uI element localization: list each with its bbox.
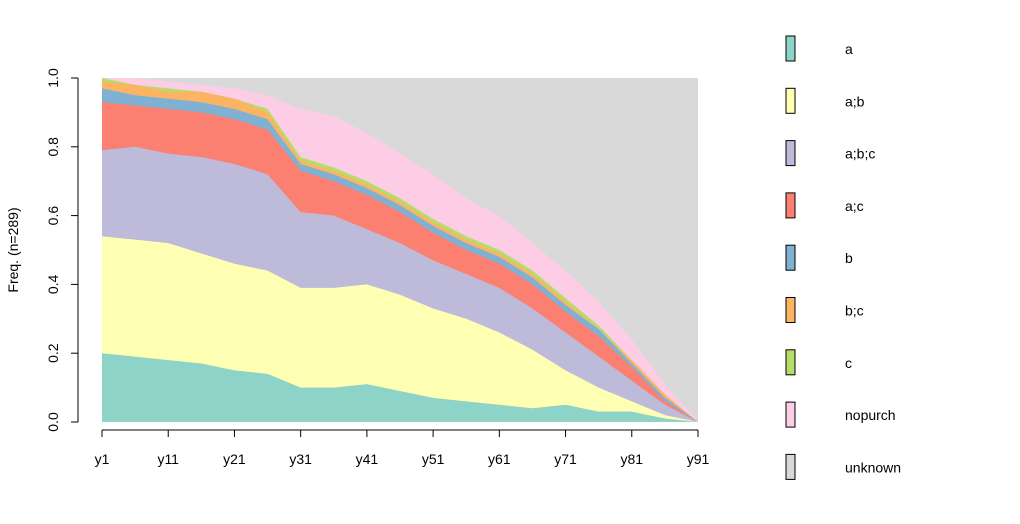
y-axis-title: Freq. (n=289) [5,207,21,292]
legend-swatch [785,140,796,167]
area-series-group [102,78,698,423]
legend-label: a;b;c [845,146,875,162]
legend-swatch [785,244,796,271]
x-tick-label: y71 [554,451,577,467]
legend-swatch [785,297,796,323]
y-tick-label: 0.6 [45,206,61,226]
y-tick-label: 0.0 [45,412,61,432]
legend-swatch [785,35,796,62]
legend-swatch [785,192,796,219]
legend: a a;b a;b;c a;c b b;c c nopurch unknown [785,35,901,480]
legend-label: b;c [845,303,864,319]
y-axis: 0.0 0.2 0.4 0.6 0.8 1.0 [45,68,79,432]
x-tick-label: y91 [687,451,710,467]
x-tick-label: y81 [620,451,643,467]
legend-label: unknown [845,459,901,475]
x-tick-label: y21 [223,451,246,467]
y-tick-label: 0.2 [45,343,61,363]
x-tick-label: y51 [422,451,445,467]
legend-swatch [785,401,796,428]
x-tick-label: y41 [356,451,379,467]
x-tick-label: y11 [157,451,179,467]
area-a [102,353,698,422]
y-tick-label: 0.4 [45,274,61,294]
x-tick-label: y61 [488,451,511,467]
legend-swatch [785,87,796,114]
x-axis: y1 y11 y21 y31 y41 y51 y61 y71 y81 y91 [95,429,710,467]
legend-label: c [845,355,852,371]
legend-swatch [785,453,796,480]
legend-label: nopurch [845,407,896,423]
y-tick-label: 1.0 [45,68,61,88]
y-tick-label: 0.8 [45,137,61,157]
legend-label: a [845,41,853,57]
legend-label: a;c [845,198,864,214]
legend-swatch [785,349,796,376]
x-tick-label: y1 [95,451,110,467]
x-tick-label: y31 [289,451,312,467]
legend-label: a;b [845,93,865,109]
legend-label: b [845,250,853,266]
